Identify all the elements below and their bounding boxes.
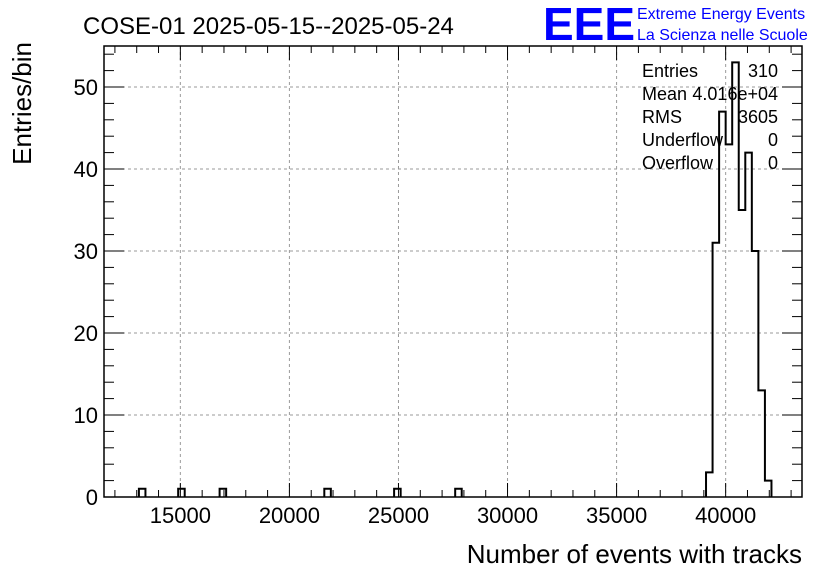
stats-value-2: 3605 [738,107,778,127]
stats-value-4: 0 [768,153,778,173]
stats-label-4: Overflow [642,153,714,173]
y-tick-label-3: 30 [74,239,98,264]
axis-ticks [104,46,802,498]
x-tick-label-1: 20000 [259,503,320,528]
y-tick-label-1: 10 [74,403,98,428]
x-tick-label-4: 35000 [586,503,647,528]
stats-label-0: Entries [642,61,698,81]
stats-label-1: Mean [642,84,687,104]
y-tick-label-0: 0 [86,485,98,510]
x-tick-label-5: 40000 [695,503,756,528]
stats-box: Entries 310 Mean 4.016e+04 RMS 3605 Underflow 0… [642,61,778,173]
stats-value-1: 4.016e+04 [692,84,778,104]
y-axis-title: Entries/bin [7,42,37,165]
stats-label-3: Underflow [642,130,724,150]
stats-value-0: 310 [748,61,778,81]
chart-title: COSE-01 2025-05-15--2025-05-24 [83,13,454,40]
histogram-outline [137,61,773,497]
x-tick-label-0: 15000 [150,503,211,528]
eee-logo: EEE Extreme Energy Events La Scienza nel… [543,0,808,50]
x-axis-title: Number of events with tracks [467,539,802,569]
grid-layer [104,46,802,497]
y-tick-label-5: 50 [74,75,98,100]
x-tick-label-3: 30000 [477,503,538,528]
stats-label-2: RMS [642,107,682,127]
y-tick-label-4: 40 [74,157,98,182]
logo-mark: EEE [543,0,635,50]
stats-value-3: 0 [768,130,778,150]
plot-frame [103,45,803,498]
x-tick-labels: 15000 20000 25000 30000 35000 40000 [150,503,757,528]
y-tick-label-2: 20 [74,321,98,346]
y-tick-labels: 0 10 20 30 40 50 [74,75,98,510]
logo-line-2: La Scienza nelle Scuole [637,27,808,44]
logo-line-1: Extreme Energy Events [637,6,805,23]
x-tick-label-2: 25000 [368,503,429,528]
